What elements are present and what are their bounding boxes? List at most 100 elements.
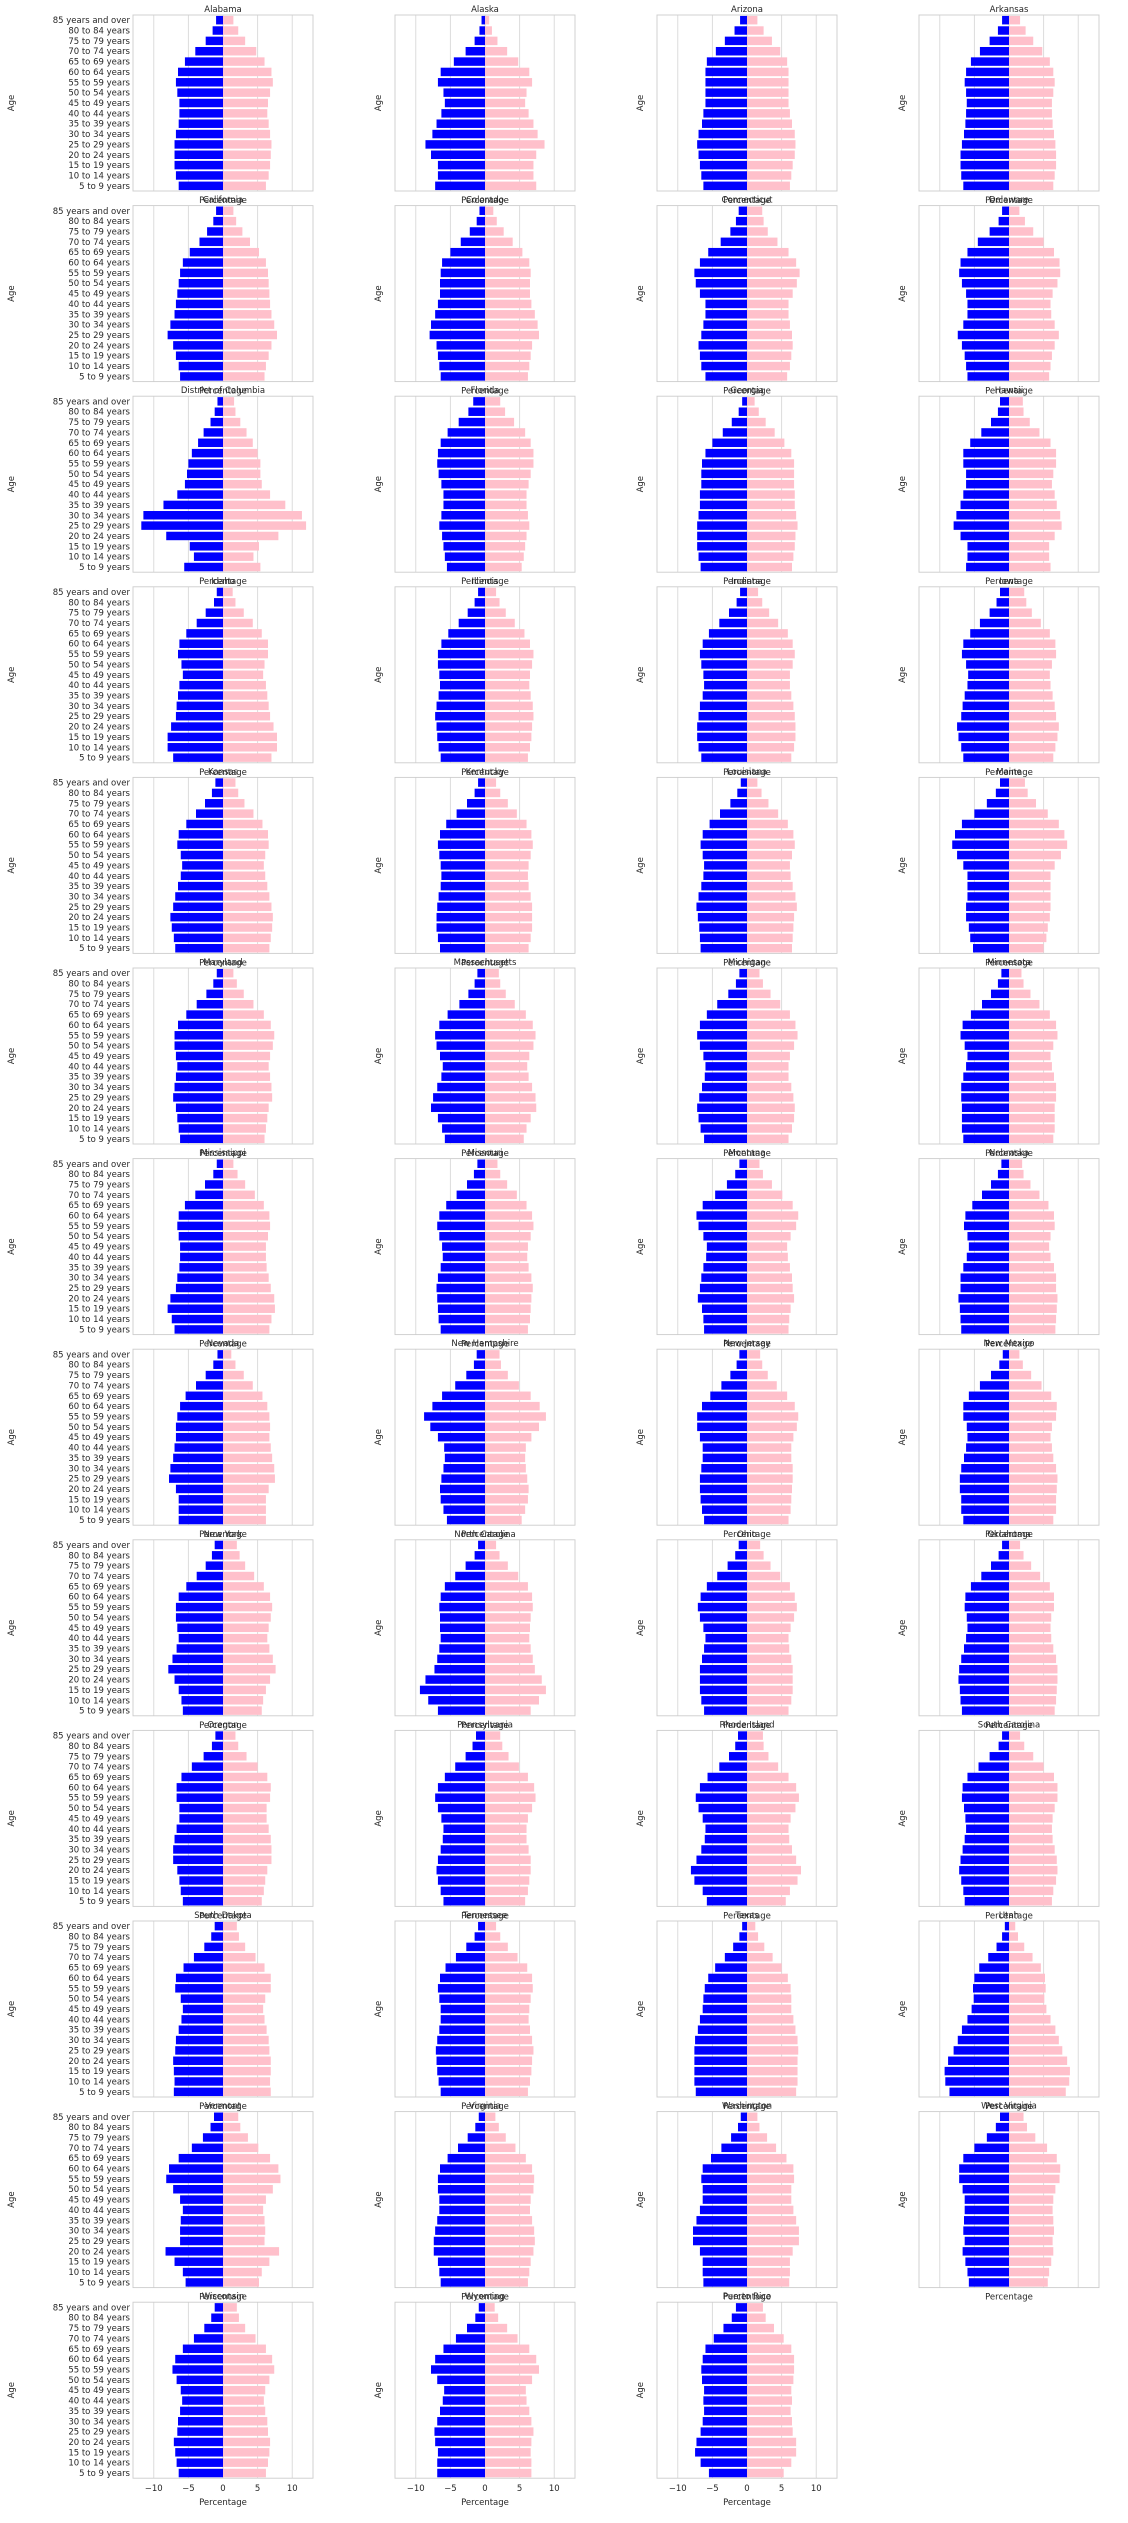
- bar-female: [1009, 670, 1050, 680]
- bar-female: [1009, 171, 1055, 180]
- bar-female: [747, 1731, 763, 1740]
- x-axis-label: Percentage: [199, 1530, 247, 1540]
- x-axis-label: Percentage: [985, 2102, 1033, 2112]
- bar-female: [747, 968, 760, 978]
- y-tick-label: 10 to 14 years: [68, 1696, 130, 1706]
- bar-female: [747, 150, 795, 160]
- bar-male: [437, 649, 485, 659]
- bar-female: [223, 2334, 256, 2343]
- bar-female: [485, 1200, 527, 1210]
- bar-female: [747, 861, 790, 870]
- bar-female: [1009, 1654, 1057, 1664]
- y-tick-label: 20 to 24 years: [68, 1676, 130, 1686]
- panel-frame: [394, 2111, 576, 2289]
- bar-female: [747, 2216, 797, 2225]
- bar-female: [1009, 1984, 1046, 1993]
- bar-male: [177, 1412, 223, 1421]
- bar-female: [485, 1623, 530, 1633]
- bar-female: [747, 1242, 788, 1251]
- bar-male: [700, 840, 747, 849]
- bar-male: [178, 181, 223, 191]
- bar-female: [1009, 1391, 1052, 1401]
- bar-male: [704, 1134, 747, 1144]
- bar-male: [178, 1592, 223, 1601]
- bar-male: [961, 1464, 1009, 1473]
- bar-male: [960, 1031, 1009, 1040]
- panel-frame: [656, 967, 838, 1145]
- bar-female: [747, 2267, 790, 2277]
- bar-female: [1009, 1180, 1031, 1189]
- bar-male: [196, 1571, 223, 1581]
- bar-male: [705, 2344, 747, 2354]
- bar-male: [182, 861, 223, 870]
- y-axis-label: Age: [7, 1238, 17, 1254]
- bar-female: [223, 1952, 256, 1962]
- bar-male: [962, 2247, 1009, 2256]
- bar-male: [181, 1696, 223, 1705]
- bar-female: [223, 2323, 246, 2333]
- bar-female: [747, 1582, 790, 1591]
- bar-female: [485, 1062, 528, 1071]
- bar-female: [223, 36, 246, 46]
- bar-female: [1009, 809, 1048, 818]
- panel-title: Nebraska: [989, 1149, 1029, 1159]
- bar-female: [485, 479, 529, 489]
- bar-female: [1009, 1675, 1058, 1684]
- bar-male: [998, 1551, 1009, 1560]
- bar-male: [179, 1814, 223, 1823]
- bar-female: [747, 1391, 788, 1401]
- bar-female: [1009, 1633, 1052, 1643]
- y-tick-label: 45 to 49 years: [68, 1052, 130, 1062]
- bar-female: [1009, 1793, 1058, 1802]
- bar-male: [440, 680, 485, 690]
- bar-female: [223, 237, 250, 247]
- bar-female: [1009, 587, 1025, 597]
- y-axis-label: Age: [374, 285, 384, 301]
- bar-male: [175, 1984, 223, 1993]
- bar-male: [466, 1370, 485, 1380]
- bar-male: [178, 2025, 223, 2034]
- panel-title: Puerto Rico: [723, 2292, 771, 2302]
- bar-female: [223, 1350, 232, 1359]
- y-axis-label: Age: [7, 2382, 17, 2398]
- bar-male: [962, 1020, 1009, 1030]
- bar-female: [1009, 78, 1055, 87]
- bar-male: [191, 1762, 223, 1771]
- y-axis-label: Age: [898, 1429, 908, 1445]
- bar-male: [469, 227, 485, 236]
- bar-male: [961, 1876, 1009, 1885]
- bar-male: [478, 2303, 485, 2312]
- bar-male: [742, 397, 747, 406]
- bar-male: [961, 1103, 1009, 1113]
- bar-female: [1009, 98, 1052, 108]
- panel-frame: [132, 1920, 314, 2098]
- y-tick-label: 75 to 79 years: [68, 1180, 130, 1190]
- bar-male: [996, 1942, 1009, 1952]
- bar-female: [485, 469, 531, 479]
- x-tick-label: −5: [182, 2484, 195, 2494]
- bar-female: [1009, 268, 1061, 278]
- bar-female: [747, 310, 789, 319]
- panel-frame: [918, 1348, 1100, 1526]
- y-tick-label: 70 to 74 years: [68, 47, 130, 57]
- bar-male: [175, 78, 223, 87]
- bar-female: [485, 1484, 529, 1494]
- bar-female: [747, 618, 779, 628]
- bar-male: [967, 871, 1009, 880]
- bar-female: [747, 2066, 798, 2076]
- bar-female: [747, 1180, 772, 1189]
- bar-male: [968, 2278, 1009, 2287]
- bar-male: [699, 1685, 747, 1695]
- bar-male: [959, 1304, 1009, 1313]
- bar-female: [1009, 1474, 1058, 1483]
- bar-male: [174, 1675, 223, 1684]
- bar-female: [485, 289, 530, 298]
- bar-female: [485, 2226, 535, 2235]
